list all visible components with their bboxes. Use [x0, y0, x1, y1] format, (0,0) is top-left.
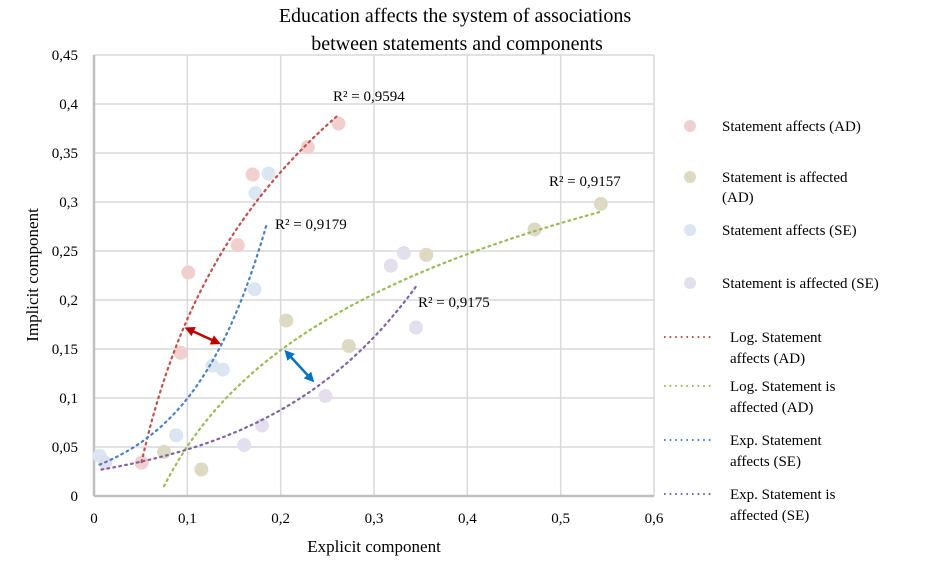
legend: Statement affects (AD) Statement is affec… — [664, 119, 879, 524]
arrow-head — [184, 327, 196, 337]
legend-label: affects (SE) — [730, 454, 801, 470]
x-tick-label: 0,5 — [551, 511, 570, 527]
arrow-head — [303, 371, 315, 383]
legend-label: affected (AD) — [730, 400, 813, 416]
trendlines — [98, 112, 602, 488]
r2-label: R² = 0,9179 — [275, 217, 347, 233]
chart-title: Education affects the system of associat… — [279, 5, 632, 55]
data-point — [341, 339, 356, 354]
y-tick-label: 0,25 — [52, 244, 78, 260]
y-tick-label: 0,45 — [52, 48, 78, 64]
data-point — [593, 196, 608, 211]
data-point — [194, 462, 209, 477]
x-tick-label: 0,6 — [645, 511, 664, 527]
chart-title-line-1: Education affects the system of associat… — [279, 5, 632, 27]
data-point — [261, 166, 276, 181]
legend-label: Log. Statement is — [730, 379, 836, 395]
legend-label: Exp. Statement — [730, 433, 822, 449]
data-point — [215, 362, 230, 377]
chart-title-line-2: between statements and components — [311, 33, 603, 55]
arrow-head — [284, 349, 295, 361]
r2-label: R² = 0,9175 — [418, 295, 490, 311]
r2-label: R² = 0,9594 — [333, 89, 405, 105]
y-tick-label: 0,15 — [52, 342, 78, 358]
legend-label: affects (AD) — [730, 351, 805, 367]
data-point — [245, 167, 260, 182]
data-point — [383, 258, 398, 273]
legend-label: Statement affects (SE) — [722, 223, 857, 239]
data-point — [331, 116, 346, 131]
axes — [92, 55, 654, 498]
legend-label: Exp. Statement is — [730, 487, 836, 503]
y-axis-ticks: 0 0,05 0,1 0,15 0,2 0,25 0,3 0,35 0,4 0,45 — [52, 48, 79, 505]
r2-labels: R² = 0,9594 R² = 0,9157 R² = 0,9179 R² = 0,… — [275, 89, 621, 311]
y-tick-label: 0 — [71, 489, 79, 505]
arrow-head — [209, 335, 221, 345]
trendline — [140, 112, 341, 464]
data-point — [169, 428, 184, 443]
legend-label: (AD) — [722, 190, 754, 206]
y-tick-label: 0,2 — [59, 293, 78, 309]
data-points — [92, 116, 608, 477]
annotation-arrows — [184, 327, 315, 383]
legend-marker — [684, 277, 696, 289]
legend-label: Log. Statement — [730, 330, 822, 346]
x-axis-label: Explicit component — [307, 537, 441, 556]
trendline — [98, 223, 268, 466]
data-point — [248, 186, 263, 201]
legend-marker — [684, 120, 696, 132]
trendline — [162, 210, 602, 488]
y-tick-label: 0,3 — [59, 195, 78, 211]
arrow-shaft — [191, 329, 215, 342]
data-point — [230, 238, 245, 253]
data-point — [247, 282, 262, 297]
legend-marker — [684, 224, 696, 236]
legend-marker — [684, 171, 696, 183]
legend-label: Statement affects (AD) — [722, 119, 861, 135]
data-point — [318, 389, 333, 404]
data-point — [181, 265, 196, 280]
y-tick-label: 0,1 — [59, 391, 78, 407]
data-point — [279, 313, 294, 328]
data-point — [237, 438, 252, 453]
trendline — [100, 285, 418, 471]
x-tick-label: 0,1 — [178, 511, 197, 527]
y-tick-label: 0,4 — [59, 97, 78, 113]
arrow-shaft — [288, 355, 310, 378]
x-axis-ticks: 0 0,1 0,2 0,3 0,4 0,5 0,6 — [90, 511, 664, 527]
y-tick-label: 0,35 — [52, 146, 78, 162]
data-point — [396, 245, 411, 260]
x-tick-label: 0,4 — [458, 511, 477, 527]
x-tick-label: 0 — [90, 511, 98, 527]
x-tick-label: 0,2 — [271, 511, 290, 527]
y-tick-label: 0,05 — [52, 440, 78, 456]
data-point — [173, 345, 188, 360]
x-tick-label: 0,3 — [365, 511, 384, 527]
data-point — [300, 140, 315, 155]
data-point — [419, 247, 434, 262]
r2-label: R² = 0,9157 — [549, 174, 621, 190]
y-axis-label: Implicit component — [23, 208, 42, 342]
legend-label: Statement is affected — [722, 170, 848, 186]
legend-label: affected (SE) — [730, 508, 809, 524]
legend-label: Statement is affected (SE) — [722, 276, 879, 292]
gridlines — [94, 54, 655, 496]
data-point — [409, 320, 423, 335]
